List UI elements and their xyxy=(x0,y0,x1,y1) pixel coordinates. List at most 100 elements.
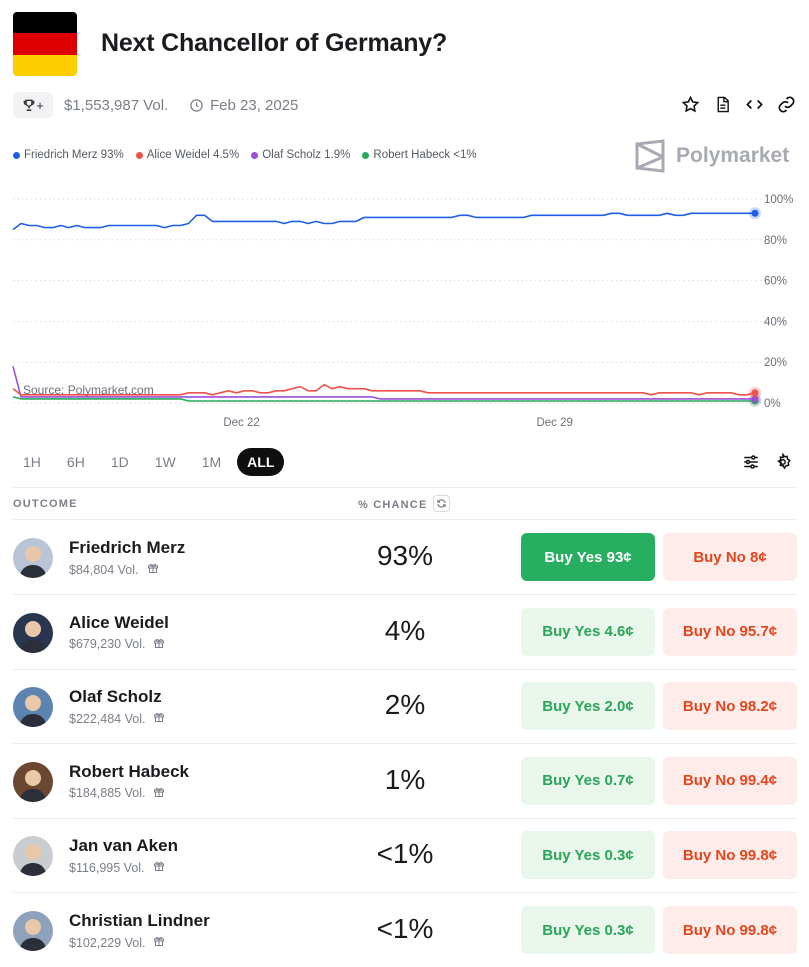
y-tick-label: 20% xyxy=(764,357,787,369)
legend-dot xyxy=(251,151,259,159)
avatar xyxy=(13,761,53,802)
buy-no-button[interactable]: Buy No 98.2¢ xyxy=(663,682,797,731)
table-row[interactable]: Friedrich Merz $84,804 Vol. 93% Buy Yes 93¢… xyxy=(13,520,797,595)
outcome-volume-text: $84,804 Vol. xyxy=(69,562,139,577)
sliders-icon[interactable] xyxy=(742,453,760,476)
outcome-chance: 2% xyxy=(384,689,426,721)
code-icon[interactable] xyxy=(744,94,764,114)
outcome-volume: $184,885 Vol. xyxy=(69,786,165,801)
trophy-label: + xyxy=(36,97,44,113)
polymarket-logo: Polymarket xyxy=(634,139,789,173)
refresh-icon xyxy=(436,499,446,508)
link-icon[interactable] xyxy=(776,94,796,114)
legend-dot xyxy=(135,151,143,159)
market-header: Next Chancellor of Germany? xyxy=(13,12,803,76)
avatar xyxy=(13,911,53,951)
table-row[interactable]: Robert Habeck $184,885 Vol. 1% Buy Yes 0.7¢… xyxy=(13,744,797,819)
table-row[interactable]: Jan van Aken $116,995 Vol. <1% Buy Yes 0.3¢… xyxy=(13,818,797,894)
buy-yes-button[interactable]: Buy Yes 0.7¢ xyxy=(521,756,655,805)
outcome-chance: 1% xyxy=(384,763,426,795)
legend-item-scholz: Olaf Scholz 1.9% xyxy=(251,149,350,161)
legend-item-merz: Friedrich Merz 93% xyxy=(13,149,124,161)
polymarket-logo-icon xyxy=(635,139,665,173)
outcome-volume: $102,229 Vol. xyxy=(69,935,165,950)
market-title: Next Chancellor of Germany? xyxy=(101,29,448,57)
range-1m[interactable]: 1M xyxy=(201,454,222,470)
y-tick-label: 0% xyxy=(764,398,781,410)
outcome-name[interactable]: Friedrich Merz xyxy=(69,538,186,557)
series-line-alice-weidel xyxy=(12,383,756,396)
table-row[interactable]: Olaf Scholz $222,484 Vol. 2% Buy Yes 2.0¢ Bu… xyxy=(13,669,797,745)
outcome-volume: $222,484 Vol. xyxy=(69,711,165,726)
table-row[interactable]: Christian Lindner $102,229 Vol. <1% Buy Yes… xyxy=(13,893,797,967)
legend-label: Robert Habeck <1% xyxy=(373,149,477,161)
gift-icon[interactable] xyxy=(153,860,165,875)
y-tick-label: 80% xyxy=(764,235,787,247)
column-outcome: OUTCOME xyxy=(13,498,78,510)
gift-icon[interactable] xyxy=(153,711,165,726)
outcome-volume: $84,804 Vol. xyxy=(69,562,159,577)
legend-item-habeck: Robert Habeck <1% xyxy=(362,149,477,161)
flag-stripe-red xyxy=(13,33,77,55)
market-volume: $1,553,987 Vol. xyxy=(64,97,169,114)
table-row[interactable]: Alice Weidel $679,230 Vol. 4% Buy Yes 4.6¢ B… xyxy=(13,595,797,670)
end-date-text: Feb 23, 2025 xyxy=(210,97,299,114)
buy-yes-button[interactable]: Buy Yes 4.6¢ xyxy=(521,607,655,656)
time-range-selector: 1H 6H 1D 1W 1M ALL xyxy=(13,448,285,476)
outcome-volume-text: $102,229 Vol. xyxy=(69,935,146,950)
outcome-table-header: OUTCOME % CHANCE xyxy=(13,487,796,520)
avatar xyxy=(13,538,53,578)
star-icon[interactable] xyxy=(680,94,700,114)
buy-no-button[interactable]: Buy No 99.8¢ xyxy=(663,831,797,880)
buy-no-button[interactable]: Buy No 99.8¢ xyxy=(663,906,797,954)
series-end-point xyxy=(751,389,759,397)
outcome-name[interactable]: Jan van Aken xyxy=(69,836,178,856)
legend-dot xyxy=(362,151,370,159)
outcome-volume-text: $222,484 Vol. xyxy=(69,711,146,726)
settings-gear-icon[interactable] xyxy=(774,452,792,476)
range-1d[interactable]: 1D xyxy=(110,454,129,470)
outcome-chance: 93% xyxy=(376,540,434,571)
outcome-name[interactable]: Christian Lindner xyxy=(69,911,210,930)
outcome-name[interactable]: Robert Habeck xyxy=(69,761,189,781)
column-chance-label: % CHANCE xyxy=(358,499,428,511)
range-1h[interactable]: 1H xyxy=(23,454,41,470)
series-line-olaf-scholz xyxy=(12,366,755,400)
legend-label: Friedrich Merz 93% xyxy=(24,149,124,161)
probability-chart: 100% 80% 60% 40% 20% 0% Dec 22 Dec 29 Source: Po… xyxy=(12,194,793,429)
series-line-friedrich-merz xyxy=(12,212,755,231)
buy-yes-button[interactable]: Buy Yes 0.3¢ xyxy=(521,831,655,880)
outcome-name[interactable]: Alice Weidel xyxy=(69,612,169,632)
trophy-button[interactable]: + xyxy=(13,92,53,118)
buy-no-button[interactable]: Buy No 95.7¢ xyxy=(663,607,797,656)
buy-no-button[interactable]: Buy No 99.4¢ xyxy=(663,756,797,805)
outcome-volume: $679,230 Vol. xyxy=(69,637,165,652)
range-1w[interactable]: 1W xyxy=(154,454,176,470)
buy-yes-button[interactable]: Buy Yes 0.3¢ xyxy=(521,906,655,954)
gift-icon[interactable] xyxy=(153,637,165,652)
gift-icon[interactable] xyxy=(153,935,165,950)
y-tick-label: 40% xyxy=(764,316,787,328)
outcome-name[interactable]: Olaf Scholz xyxy=(69,687,162,707)
x-tick-label: Dec 29 xyxy=(536,417,572,429)
series-end-point xyxy=(751,395,759,403)
avatar xyxy=(13,687,53,728)
gift-icon[interactable] xyxy=(153,786,165,801)
range-all[interactable]: ALL xyxy=(237,448,285,476)
document-icon[interactable] xyxy=(712,94,732,114)
gift-icon[interactable] xyxy=(147,562,159,577)
buy-no-button[interactable]: Buy No 8¢ xyxy=(663,533,797,581)
refresh-button[interactable] xyxy=(432,495,450,512)
buy-yes-button[interactable]: Buy Yes 2.0¢ xyxy=(521,682,655,731)
legend-label: Olaf Scholz 1.9% xyxy=(262,149,351,161)
y-tick-label: 100% xyxy=(764,194,793,206)
range-6h[interactable]: 6H xyxy=(66,454,85,470)
avatar xyxy=(13,836,53,877)
legend-label: Alice Weidel 4.5% xyxy=(146,149,240,161)
series-end-point xyxy=(751,209,759,217)
clock-icon xyxy=(190,99,203,112)
outcome-volume-text: $184,885 Vol. xyxy=(69,786,146,801)
outcome-chance: <1% xyxy=(376,838,434,870)
buy-yes-button[interactable]: Buy Yes 93¢ xyxy=(521,533,655,581)
outcome-chance: 4% xyxy=(384,614,426,646)
